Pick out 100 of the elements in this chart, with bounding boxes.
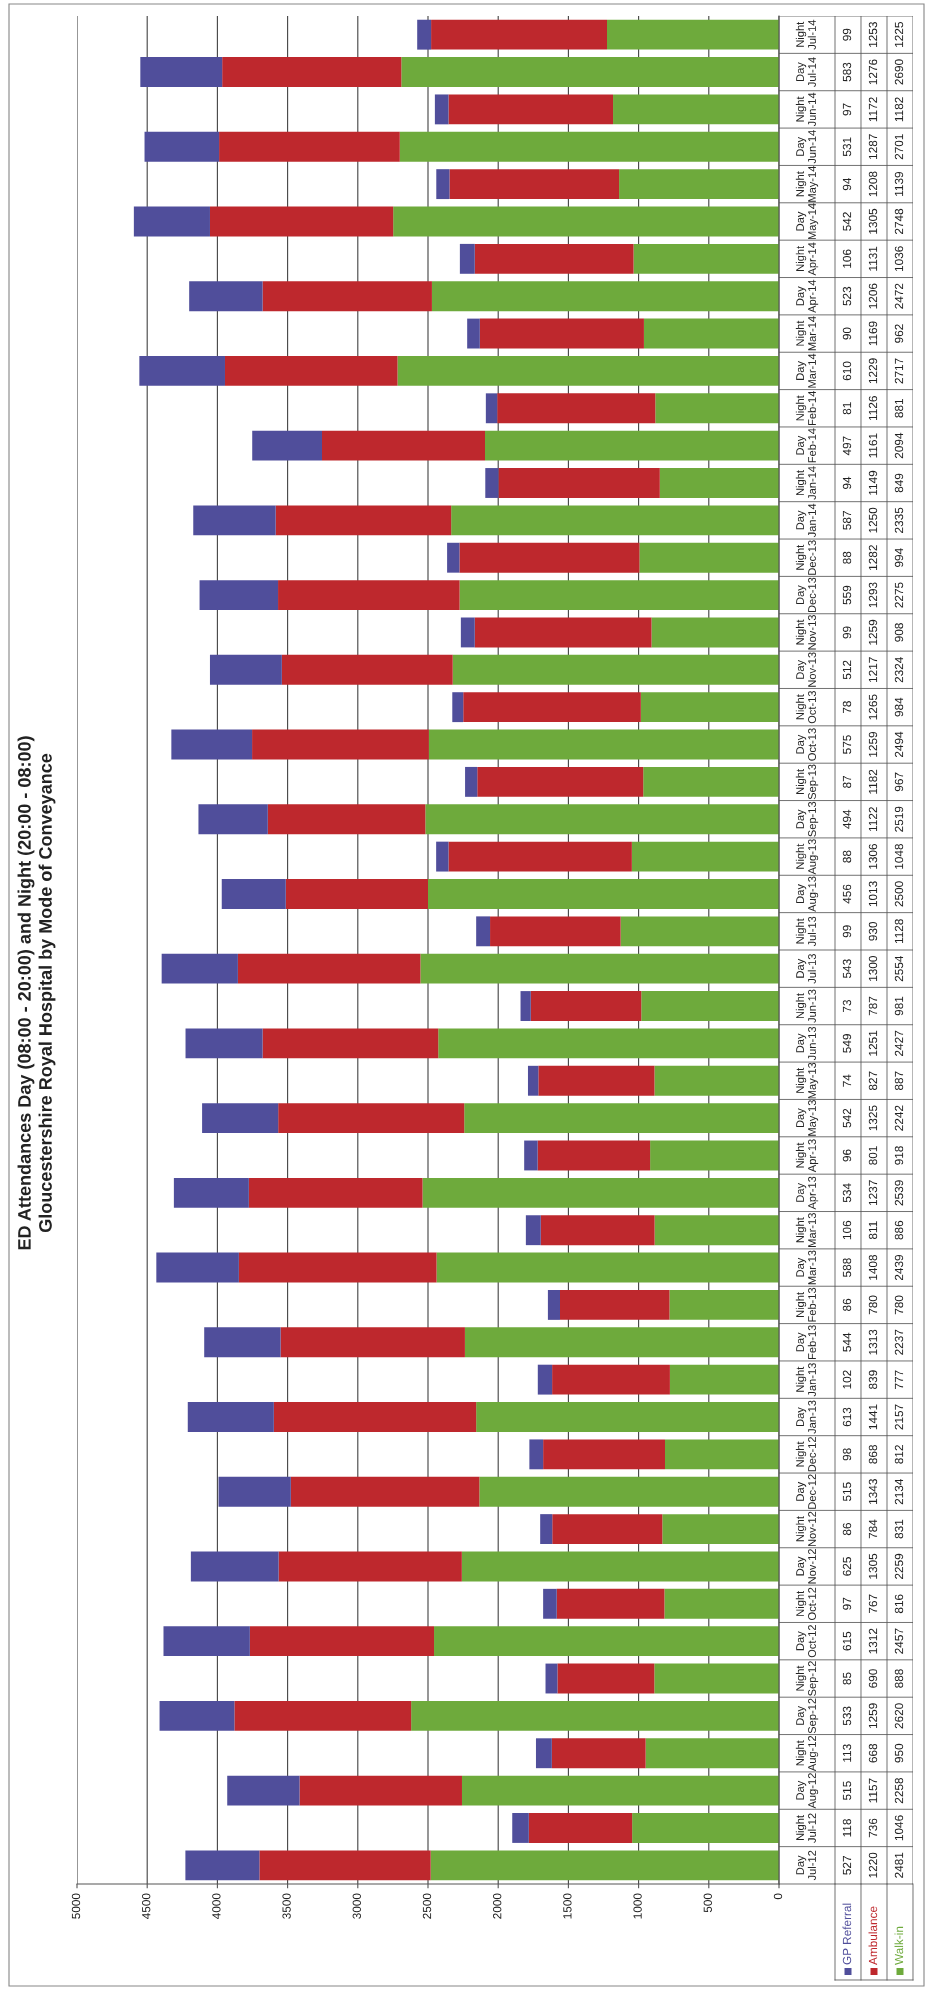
bar	[529, 1439, 544, 1470]
bar	[540, 1215, 655, 1246]
y-tick-label: Night Oct-13	[795, 690, 816, 724]
bar	[464, 1327, 779, 1358]
bar	[434, 94, 449, 125]
data-label: 113	[842, 1744, 852, 1762]
data-label: 2494	[894, 731, 904, 758]
bar	[498, 468, 660, 498]
data-label: 2539	[894, 1180, 904, 1206]
data-label: 2134	[894, 1478, 904, 1505]
bar	[397, 355, 779, 386]
bar	[275, 505, 452, 536]
data-label: 1169	[868, 321, 878, 346]
text: Walk-in	[894, 1926, 904, 1965]
bar	[537, 1364, 553, 1395]
data-label: 839	[868, 1370, 878, 1389]
bar	[464, 1103, 779, 1134]
bar	[654, 1663, 779, 1694]
data-label: 784	[868, 1519, 878, 1539]
y-tick-label: Day May-13	[796, 1100, 819, 1136]
data-label: 2500	[894, 881, 904, 907]
data-label: 811	[868, 1221, 878, 1240]
bar	[552, 1514, 663, 1545]
data-label: 97	[842, 1597, 852, 1610]
bar	[465, 766, 478, 797]
bar	[420, 953, 779, 984]
bar	[461, 1775, 779, 1806]
y-tick-label: Day Aug-13	[796, 876, 819, 912]
bar	[222, 57, 402, 87]
data-label: 1161	[868, 433, 878, 458]
data-label: 1250	[868, 507, 878, 533]
data-label: 2242	[894, 1105, 904, 1131]
bar	[476, 1402, 779, 1432]
bar	[249, 1626, 435, 1657]
y-tick-label: Day Oct-13	[796, 728, 816, 761]
y-tick-label: Night May-14	[795, 165, 819, 202]
bar	[643, 318, 779, 349]
bar	[537, 1140, 651, 1171]
bar	[428, 879, 779, 909]
bar	[187, 1402, 274, 1432]
bar	[278, 1103, 465, 1134]
data-label: 827	[868, 1071, 878, 1091]
data-label: 625	[842, 1557, 852, 1576]
data-label: 86	[842, 1298, 852, 1311]
data-label: 1312	[868, 1628, 878, 1654]
bar	[497, 393, 656, 424]
data-label: 1217	[868, 657, 878, 683]
bar	[436, 1252, 779, 1283]
bar	[248, 1177, 423, 1208]
bar	[547, 1289, 560, 1320]
data-label: 967	[894, 772, 904, 792]
data-label: 887	[894, 1071, 904, 1091]
y-tick-label: Day May-14	[796, 203, 819, 240]
y-tick-label: Night Oct-12	[795, 1587, 816, 1620]
bar	[262, 1028, 439, 1059]
bar	[607, 19, 779, 50]
bar	[299, 1775, 462, 1806]
bar	[224, 355, 398, 386]
data-label: 767	[868, 1594, 878, 1614]
bar	[163, 1626, 250, 1657]
bar	[428, 729, 779, 760]
data-label: 1229	[868, 358, 878, 384]
bar	[631, 841, 779, 872]
bar	[452, 654, 779, 685]
bar	[438, 1028, 779, 1059]
bar	[227, 1775, 300, 1806]
data-label: 1343	[868, 1479, 878, 1504]
data-label: 1293	[868, 582, 878, 608]
bar	[559, 1289, 670, 1320]
data-label: 88	[842, 551, 852, 564]
bar	[159, 1700, 235, 1731]
data-label: 1220	[868, 1852, 878, 1878]
bar	[528, 1813, 633, 1843]
data-label: 1325	[868, 1105, 878, 1131]
text: ED Attendances Day (08:00 - 20:00) and Night (20:00 - 08:00)	[17, 736, 35, 1250]
y-tick-label: Night Sep-13	[795, 764, 819, 800]
data-label: 1149	[868, 470, 878, 495]
bar	[459, 580, 779, 611]
bar	[474, 617, 652, 648]
y-tick-label: Night Sep-12	[795, 1661, 819, 1696]
bar	[133, 206, 210, 237]
bar	[399, 131, 779, 162]
y-tick-label: Day Jun-13	[796, 1026, 816, 1061]
bar	[252, 430, 322, 461]
bar	[411, 1700, 779, 1731]
data-label: 1441	[868, 1404, 878, 1430]
data-label: 1313	[868, 1329, 878, 1355]
y-tick-label: Day Jul-12	[796, 1850, 816, 1881]
bar	[171, 729, 253, 760]
data-label: 87	[842, 775, 852, 788]
data-label: 1208	[868, 171, 878, 197]
bar	[425, 804, 779, 835]
data-label: 1036	[894, 246, 904, 272]
data-label: 1128	[894, 919, 904, 944]
x-tick-label: 500	[703, 1893, 712, 1913]
data-label: 1305	[868, 208, 878, 234]
data-label: 918	[894, 1146, 904, 1165]
y-tick-label: Night Mar-13	[795, 1213, 816, 1247]
bar	[273, 1402, 477, 1432]
data-label: 908	[894, 623, 904, 642]
